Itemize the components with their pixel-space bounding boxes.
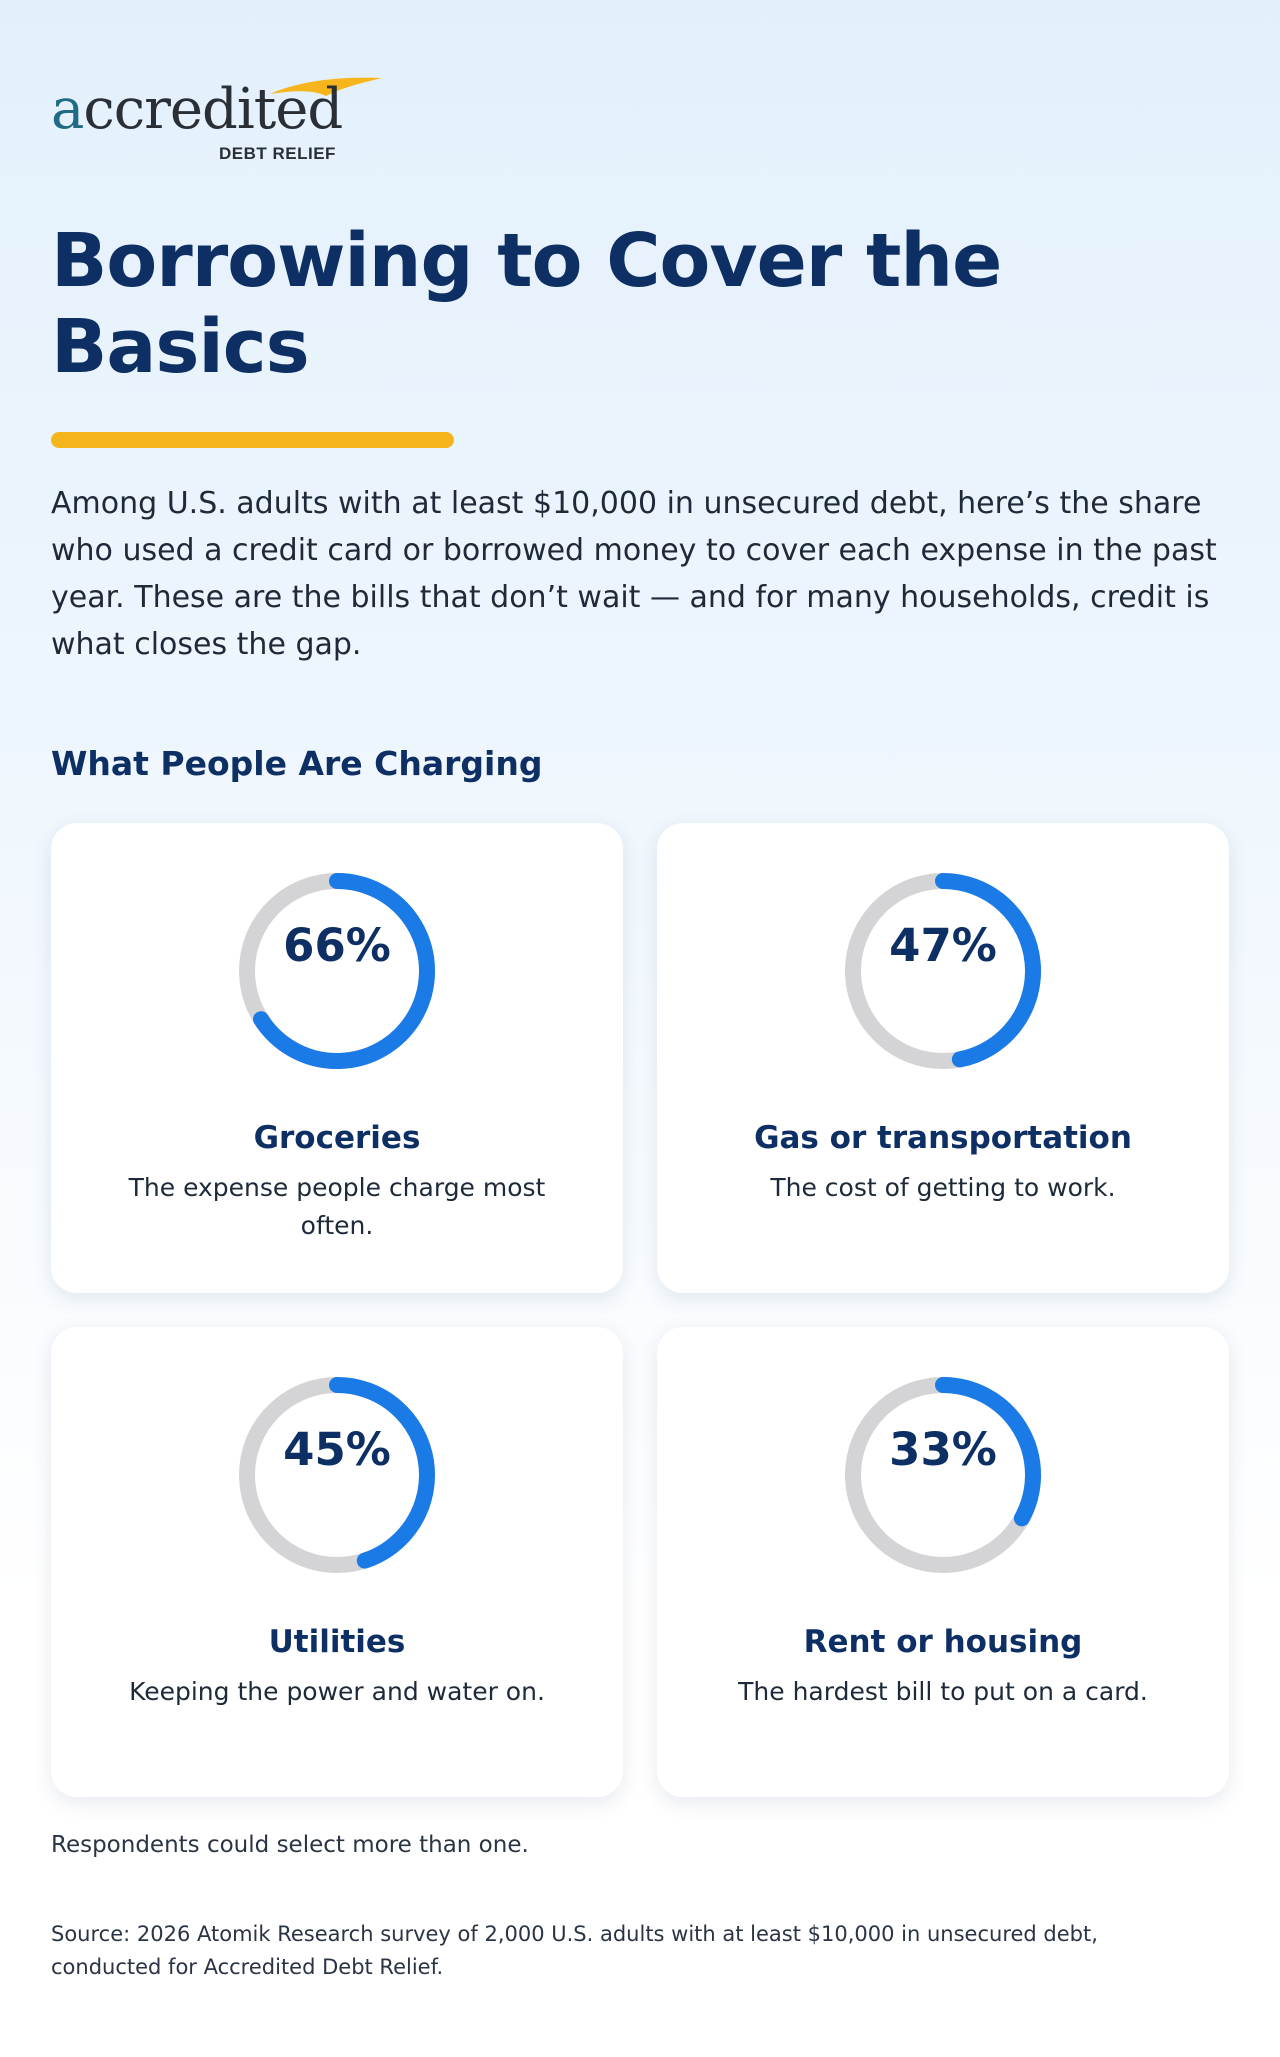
intro-paragraph: Among U.S. adults with at least $10,000 …	[51, 486, 1217, 662]
category-description: The cost of getting to work.	[770, 1173, 1116, 1202]
stat-card-groceries: 66% Groceries The expense people charge …	[51, 823, 623, 1293]
logo-wordmark: accredited	[51, 82, 343, 138]
stat-card-rent-housing: 33% Rent or housing The hardest bill to …	[657, 1327, 1229, 1797]
donut-chart	[239, 1377, 435, 1573]
donut-chart	[845, 1377, 1041, 1573]
category-label: Groceries	[253, 1120, 421, 1156]
percent-label: 45%	[283, 1423, 391, 1476]
donut-arc	[329, 1377, 435, 1569]
donut-arc	[935, 873, 1042, 1068]
logo-swoosh-icon	[270, 77, 382, 96]
source-note: Source: 2026 Atomik Research survey of 2…	[51, 1922, 1098, 1979]
percent-label: 66%	[283, 919, 391, 972]
category-label: Gas or transportation	[754, 1120, 1132, 1156]
donut-arc	[253, 873, 435, 1069]
donut-chart	[239, 873, 435, 1069]
footnote: Respondents could select more than one.	[51, 1832, 529, 1858]
logo-wordmark-first: a	[51, 77, 84, 142]
category-label: Rent or housing	[803, 1624, 1083, 1660]
category-label: Utilities	[268, 1624, 406, 1660]
donut-arc	[935, 1377, 1041, 1527]
page-title: Borrowing to Cover the Basics	[51, 218, 1002, 390]
percent-label: 47%	[889, 919, 997, 972]
category-description: The hardest bill to put on a card.	[738, 1677, 1148, 1706]
stat-card-utilities: 45% Utilities Keeping the power and wate…	[51, 1327, 623, 1797]
section-heading: What People Are Charging	[51, 744, 543, 783]
logo-subtitle: DEBT RELIEF	[219, 144, 336, 163]
stat-card-gas-transportation: 47% Gas or transportation The cost of ge…	[657, 823, 1229, 1293]
category-description: Keeping the power and water on.	[129, 1677, 545, 1706]
donut-chart	[845, 873, 1042, 1069]
category-description: The expense people charge most often.	[128, 1173, 546, 1240]
title-underline	[51, 432, 454, 448]
logo-wordmark-rest: ccredited	[83, 77, 343, 142]
percent-label: 33%	[889, 1423, 997, 1476]
accredited-logo: accredited DEBT RELIEF	[51, 72, 382, 167]
